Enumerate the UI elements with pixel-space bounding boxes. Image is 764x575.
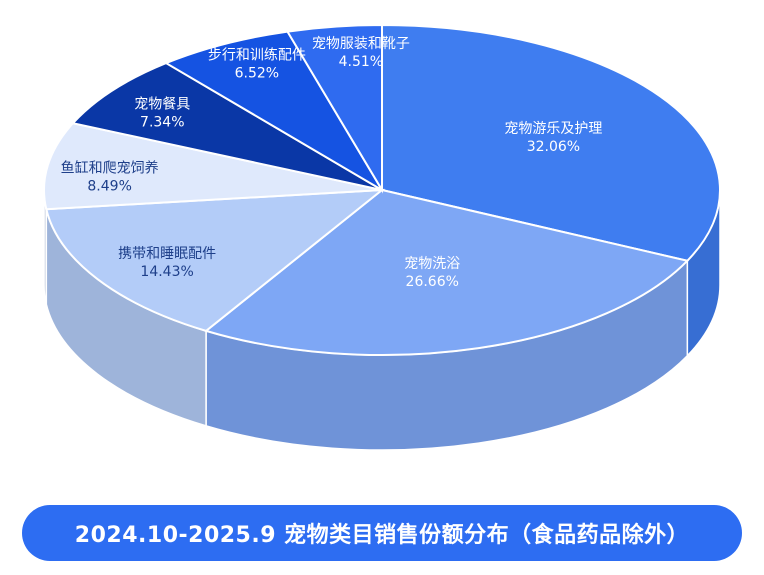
chart-title: 2024.10-2025.9 宠物类目销售份额分布（食品药品除外） [74, 523, 690, 548]
slice-label-6: 宠物服装和靴子 [312, 36, 410, 52]
pie-slice-6 [285, 23, 383, 194]
slice-value-2: 14.43% [140, 264, 193, 280]
slice-value-4: 7.34% [140, 114, 184, 130]
pie-slices [43, 23, 721, 356]
slice-label-1: 宠物洗浴 [404, 256, 460, 272]
slice-label-4: 宠物餐具 [134, 96, 190, 112]
pie-slice-3 [43, 122, 383, 211]
slice-label-0: 宠物游乐及护理 [504, 121, 602, 137]
slice-value-3: 8.49% [87, 178, 131, 194]
slice-label-5: 步行和训练配件 [208, 48, 306, 64]
slice-value-6: 4.51% [339, 54, 383, 70]
pie-slice-1 [203, 188, 690, 356]
slice-label-3: 鱼缸和爬宠饲养 [61, 159, 159, 176]
pie-slice-0 [381, 23, 721, 262]
slice-value-0: 32.06% [527, 139, 580, 155]
pie-slice-5 [163, 30, 383, 191]
pie-chart: 宠物游乐及护理 32.06% 宠物洗浴 26.66% 携带和睡眠配件 14.43% 鱼缸和爬… [43, 23, 721, 451]
pie-slice-4 [71, 61, 383, 191]
chart-title-banner: 2024.10-2025.9 宠物类目销售份额分布（食品药品除外） [22, 505, 742, 561]
pie-slice-2 [45, 188, 386, 332]
slice-value-5: 6.52% [235, 66, 279, 82]
slice-value-1: 26.66% [406, 274, 459, 290]
slice-label-2: 携带和睡眠配件 [118, 246, 216, 262]
pie-labels: 宠物游乐及护理 32.06% 宠物洗浴 26.66% 携带和睡眠配件 14.43% 鱼缸和爬… [61, 36, 603, 290]
